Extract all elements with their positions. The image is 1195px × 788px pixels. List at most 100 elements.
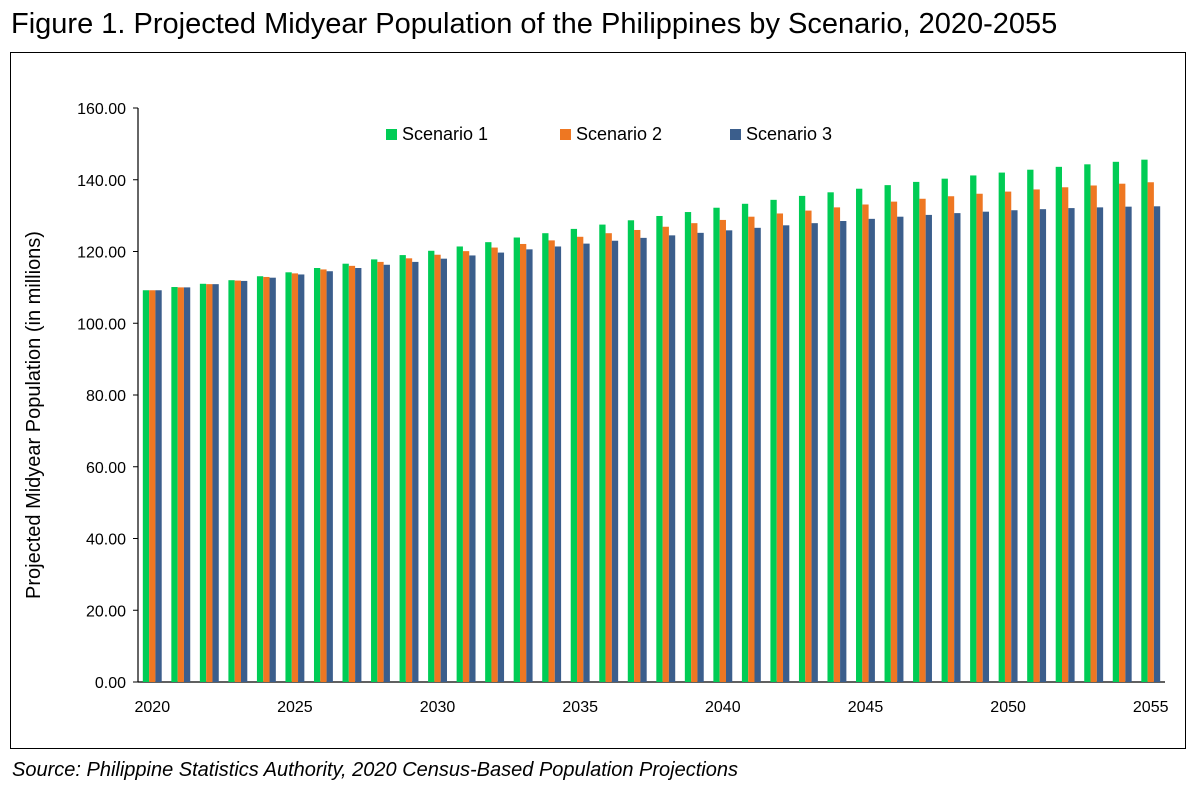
bar-scenario-1-2037	[627, 220, 635, 683]
bar-scenario-1-2030	[428, 250, 435, 682]
bar-scenario-2-2039	[691, 223, 698, 682]
bar-scenario-1-2055	[1141, 159, 1148, 682]
bar-scenario-2-2028	[377, 261, 384, 682]
bar-scenario-2-2050	[1004, 191, 1012, 682]
bar-scenario-3-2044	[840, 221, 847, 682]
bar-scenario-1-2043	[798, 195, 806, 682]
axis-layer	[133, 107, 1165, 683]
bar-scenario-2-2036	[605, 233, 612, 682]
y-axis-label: Projected Midyear Population (in million…	[23, 231, 45, 599]
bar-scenario-1-2020	[142, 290, 150, 682]
bar-scenario-2-2030	[434, 254, 441, 683]
bar-scenario-3-2049	[982, 211, 990, 682]
bar-scenario-1-2022	[199, 283, 207, 682]
bar-scenario-1-2049	[970, 175, 977, 682]
bar-scenario-3-2022	[212, 284, 219, 682]
bar-scenario-2-2045	[862, 204, 869, 682]
bar-scenario-1-2038	[656, 215, 663, 683]
bar-scenario-2-2041	[748, 216, 755, 682]
bar-scenario-1-2021	[171, 287, 178, 682]
x-tick-label: 2045	[848, 699, 884, 716]
legend-label: Scenario 3	[746, 124, 832, 144]
chart-frame	[10, 52, 1186, 749]
bar-scenario-3-2052	[1068, 208, 1075, 682]
bar-scenario-3-2047	[925, 214, 932, 682]
bar-scenario-3-2053	[1096, 207, 1104, 682]
bar-scenario-1-2039	[684, 212, 692, 683]
bar-scenario-1-2047	[913, 181, 920, 682]
bar-scenario-2-2046	[890, 201, 898, 682]
bar-scenario-3-2034	[554, 246, 562, 683]
bar-scenario-1-2050	[998, 172, 1005, 682]
bar-scenario-1-2035	[570, 228, 578, 682]
bar-scenario-2-2026	[320, 269, 327, 682]
bar-scenario-2-2021	[177, 287, 184, 683]
bar-scenario-3-2020	[155, 290, 162, 682]
legend-item-scenario-1: Scenario 1	[386, 124, 488, 144]
bar-scenario-1-2048	[941, 178, 948, 683]
y-tick-label: 120.00	[77, 245, 126, 262]
legend-swatch	[730, 129, 741, 140]
x-tick-label: 2035	[562, 699, 598, 716]
bar-scenario-3-2032	[497, 252, 505, 682]
bar-scenario-2-2033	[519, 243, 527, 682]
y-tick-label: 100.00	[77, 316, 126, 333]
bar-scenario-2-2053	[1090, 185, 1097, 683]
bar-scenario-2-2042	[776, 213, 784, 682]
y-tick-label: 140.00	[77, 173, 126, 190]
bar-scenario-3-2037	[640, 237, 647, 682]
bar-scenario-1-2042	[770, 199, 777, 682]
bar-scenario-3-2026	[326, 271, 333, 682]
bar-scenario-3-2040	[725, 230, 733, 682]
y-tick-label: 40.00	[86, 532, 126, 549]
bar-scenario-3-2048	[954, 213, 961, 683]
bar-scenario-1-2025	[285, 272, 292, 682]
legend-item-scenario-3: Scenario 3	[730, 124, 832, 144]
bar-scenario-3-2041	[754, 227, 761, 682]
bar-scenario-3-2045	[868, 218, 875, 682]
bar-scenario-2-2037	[634, 229, 641, 683]
bar-scenario-2-2034	[548, 240, 555, 682]
legend-label: Scenario 1	[402, 124, 488, 144]
x-tick-label: 2025	[277, 699, 313, 716]
legend-swatch	[560, 129, 571, 140]
bar-scenario-1-2027	[342, 263, 349, 682]
bar-scenario-3-2042	[783, 225, 790, 682]
bars-layer	[142, 159, 1161, 683]
bar-scenario-3-2054	[1125, 206, 1132, 682]
bar-scenario-2-2020	[149, 290, 156, 682]
source-note: Source: Philippine Statistics Authority,…	[12, 759, 738, 781]
y-tick-label: 80.00	[86, 388, 126, 405]
bar-scenario-1-2024	[256, 276, 264, 682]
bar-scenario-2-2022	[206, 284, 213, 682]
bar-scenario-2-2027	[348, 265, 356, 682]
y-tick-label: 20.00	[86, 603, 126, 620]
legend: Scenario 1 Scenario 2 Scenario 3	[386, 124, 832, 144]
bar-scenario-2-2035	[577, 236, 584, 683]
bar-scenario-1-2044	[827, 192, 834, 682]
bar-scenario-2-2025	[291, 273, 299, 682]
bar-scenario-2-2055	[1147, 182, 1154, 682]
bar-scenario-3-2039	[697, 232, 704, 682]
bar-scenario-1-2045	[856, 188, 863, 682]
bar-scenario-3-2029	[412, 261, 419, 682]
bar-scenario-1-2023	[228, 280, 235, 682]
legend-item-scenario-2: Scenario 2	[560, 124, 662, 144]
bar-scenario-3-2038	[668, 235, 676, 683]
y-tick-label: 160.00	[77, 101, 126, 118]
bar-scenario-1-2046	[884, 185, 891, 682]
bar-scenario-2-2031	[462, 251, 470, 682]
bar-scenario-1-2032	[485, 242, 492, 683]
x-tick-label: 2055	[1133, 699, 1169, 716]
bar-scenario-3-2051	[1039, 209, 1047, 683]
bar-scenario-2-2024	[263, 276, 270, 682]
y-tick-label: 60.00	[86, 460, 126, 477]
bar-scenario-1-2029	[399, 255, 406, 682]
bar-scenario-3-2024	[269, 277, 276, 682]
bar-scenario-2-2043	[805, 210, 812, 682]
bar-scenario-1-2036	[599, 224, 606, 682]
legend-label: Scenario 2	[576, 124, 662, 144]
bar-scenario-3-2023	[241, 280, 248, 682]
bar-scenario-1-2026	[313, 268, 321, 682]
bar-scenario-3-2027	[355, 268, 362, 682]
